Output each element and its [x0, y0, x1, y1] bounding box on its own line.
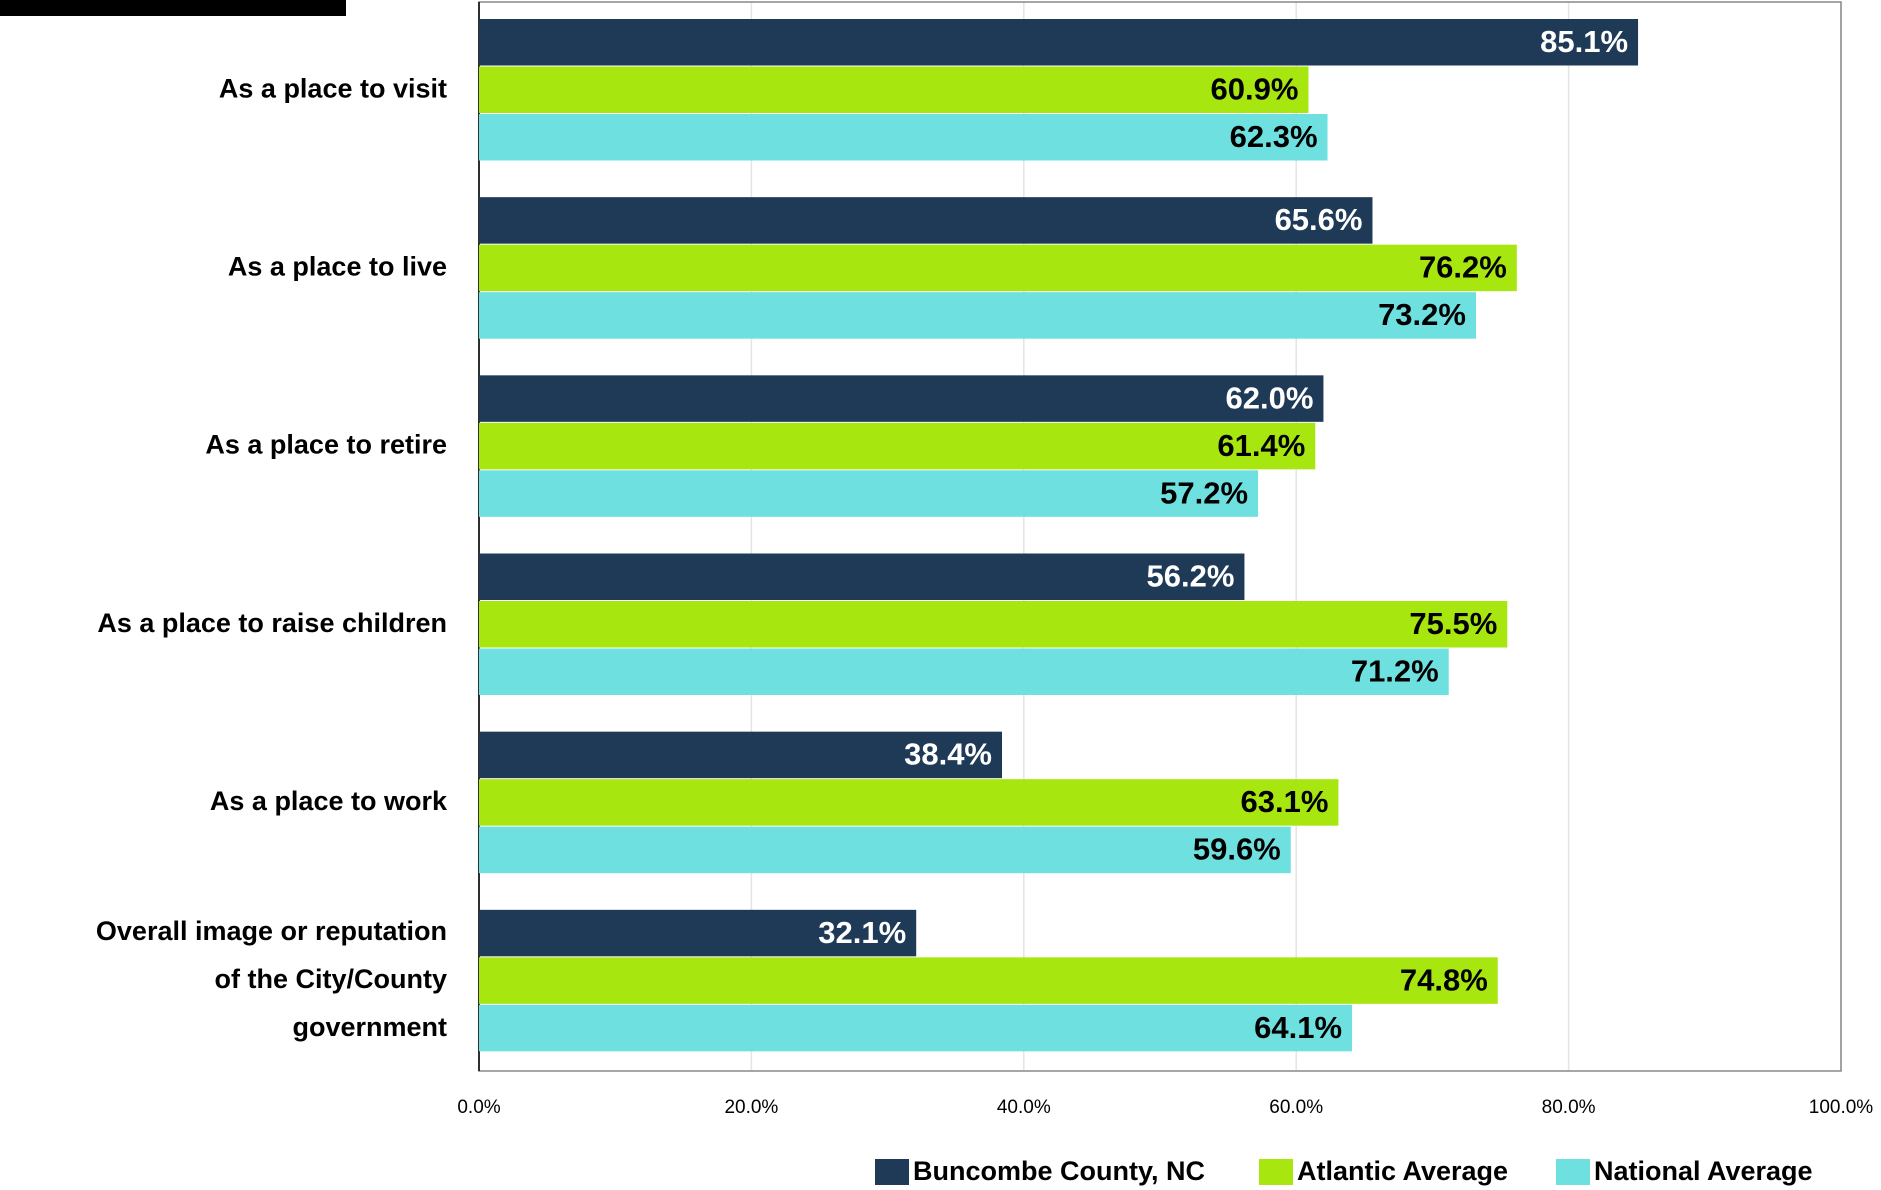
legend-swatch	[875, 1159, 909, 1185]
bar	[479, 422, 1316, 470]
bar	[479, 244, 1517, 292]
x-tick-label: 20.0%	[724, 1097, 778, 1118]
bar	[479, 826, 1291, 874]
x-tick-label: 40.0%	[997, 1097, 1051, 1118]
legend-label: National Average	[1594, 1156, 1813, 1186]
value-label: 63.1%	[1241, 784, 1329, 819]
value-label: 75.5%	[1409, 606, 1497, 641]
value-label: 65.6%	[1275, 202, 1363, 237]
bar	[479, 779, 1339, 826]
bar	[479, 553, 1245, 600]
category-label: As a place to live	[228, 252, 447, 282]
value-label: 62.0%	[1226, 380, 1314, 415]
bar	[479, 197, 1373, 244]
value-label: 32.1%	[818, 915, 906, 950]
value-label: 60.9%	[1211, 71, 1299, 106]
value-label: 64.1%	[1254, 1010, 1342, 1045]
legend-swatch	[1259, 1159, 1293, 1185]
x-tick-label: 80.0%	[1542, 1097, 1596, 1118]
value-label: 38.4%	[904, 737, 992, 772]
legend-label: Buncombe County, NC	[913, 1156, 1205, 1186]
value-label: 74.8%	[1400, 962, 1488, 997]
bar	[479, 114, 1328, 161]
value-label: 71.2%	[1351, 653, 1439, 688]
value-label: 85.1%	[1540, 24, 1628, 59]
category-label: As a place to retire	[205, 430, 447, 460]
bar	[479, 66, 1309, 113]
value-label: 76.2%	[1419, 250, 1507, 285]
bar	[479, 648, 1449, 695]
category-label: Overall image or reputation of the City/C…	[96, 916, 447, 1042]
value-label: 56.2%	[1147, 558, 1235, 593]
value-label: 57.2%	[1160, 475, 1248, 510]
legend-swatch	[1556, 1159, 1590, 1185]
category-label: As a place to work	[210, 786, 448, 816]
category-label: As a place to visit	[219, 73, 447, 103]
bar	[479, 470, 1259, 517]
x-tick-label: 0.0%	[457, 1097, 500, 1118]
bar	[479, 601, 1508, 648]
bar	[479, 19, 1639, 66]
value-label: 61.4%	[1217, 428, 1305, 463]
bar	[479, 909, 917, 957]
category-label: As a place to raise children	[97, 608, 447, 638]
value-label: 62.3%	[1230, 119, 1318, 154]
header-bar	[0, 0, 346, 16]
bar	[479, 375, 1324, 422]
x-tick-label: 60.0%	[1269, 1097, 1323, 1118]
bar	[479, 292, 1476, 339]
legend-label: Atlantic Average	[1297, 1156, 1508, 1186]
x-tick-label: 100.0%	[1809, 1097, 1874, 1118]
bar	[479, 1004, 1353, 1052]
bar	[479, 957, 1498, 1004]
value-label: 59.6%	[1193, 832, 1281, 867]
value-label: 73.2%	[1378, 297, 1466, 332]
bar	[479, 731, 1003, 779]
